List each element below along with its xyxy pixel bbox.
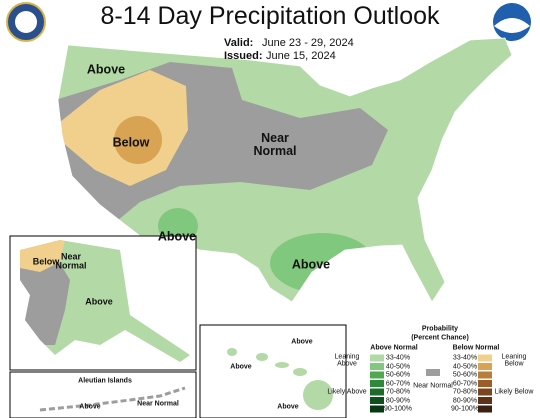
legend-title: Probability <box>421 325 459 333</box>
legend-near: Near Normal <box>413 382 453 390</box>
legend-swatch <box>370 380 384 387</box>
issued-label: Issued: <box>224 50 263 62</box>
island <box>303 380 333 410</box>
legend-class: 50-60% <box>452 371 478 379</box>
alaska-below-region <box>20 240 65 272</box>
aleutian-label: Above <box>79 403 101 411</box>
legend-swatch <box>478 354 492 362</box>
legend-class: 80-90% <box>385 396 411 404</box>
alaska-label: Near Normal <box>55 251 87 271</box>
legend-swatch <box>478 371 492 379</box>
legend-class: 70-80% <box>385 388 411 396</box>
region-label: Below <box>112 135 150 150</box>
region-label: Above <box>86 62 126 77</box>
legend-below-header: Below Normal <box>452 344 500 352</box>
legend-above-header: Above Normal <box>370 344 418 352</box>
region-label: Above <box>291 257 331 272</box>
hawaii-label: Above <box>291 338 313 346</box>
region-label: Near Normal <box>253 130 297 158</box>
legend-class: 33-40% <box>452 354 478 362</box>
above-40-sw-region <box>158 208 198 244</box>
legend-swatch <box>370 354 384 362</box>
legend-likely-above: Likely Above <box>327 388 367 396</box>
title: 8-14 Day Precipitation Outlook <box>100 2 440 30</box>
legend-swatch <box>370 397 384 404</box>
legend-swatch <box>426 369 440 376</box>
legend-class: 60-70% <box>385 379 411 387</box>
legend-class: 40-50% <box>385 362 411 370</box>
valid-date: June 23 - 29, 2024 <box>262 37 354 49</box>
legend-class: 60-70% <box>452 379 478 387</box>
legend-class: 33-40% <box>385 354 411 362</box>
legend-leaning-below: Leaning Below <box>501 353 527 368</box>
hawaii-label: Above <box>277 403 299 411</box>
legend-leaning-above: Leaning Above <box>334 353 360 368</box>
island <box>293 368 307 376</box>
aleutian-title: Aleutian Islands <box>78 377 132 385</box>
noaa-logo-bird <box>494 18 530 33</box>
alaska-label: Above <box>85 296 113 307</box>
alaska-near-region <box>20 255 70 345</box>
hawaii-label: Above <box>230 363 252 371</box>
legend-likely-below: Likely Below <box>494 388 534 396</box>
legend-swatch <box>478 388 492 396</box>
issued-date: June 15, 2024 <box>266 50 336 62</box>
legend-subtitle: (Percent Chance) <box>411 334 469 342</box>
commerce-logo-center <box>15 11 37 33</box>
island <box>227 348 237 356</box>
legend-swatch <box>370 388 384 396</box>
aleutian-label: Near Normal <box>137 400 179 408</box>
legend-class: 70-80% <box>452 388 478 396</box>
aleutian-islands <box>39 386 186 412</box>
legend-swatch <box>370 363 384 370</box>
legend <box>370 354 492 413</box>
legend-class: 90-100% <box>450 405 480 413</box>
island <box>256 353 268 361</box>
legend-class: 40-50% <box>452 362 478 370</box>
legend-class: 90-100% <box>383 405 413 413</box>
region-label: Above <box>157 229 197 244</box>
legend-class: 50-60% <box>385 371 411 379</box>
island <box>275 362 289 368</box>
legend-swatch <box>478 405 492 413</box>
valid-label: Valid: <box>224 37 254 49</box>
legend-swatch <box>370 405 384 413</box>
alaska-label: Below <box>32 256 60 267</box>
legend-swatch <box>478 363 492 370</box>
legend-swatch <box>478 380 492 387</box>
legend-class: 80-90% <box>452 396 478 404</box>
legend-swatch <box>370 371 384 379</box>
below-40-region <box>114 116 162 164</box>
legend-swatch <box>478 397 492 404</box>
